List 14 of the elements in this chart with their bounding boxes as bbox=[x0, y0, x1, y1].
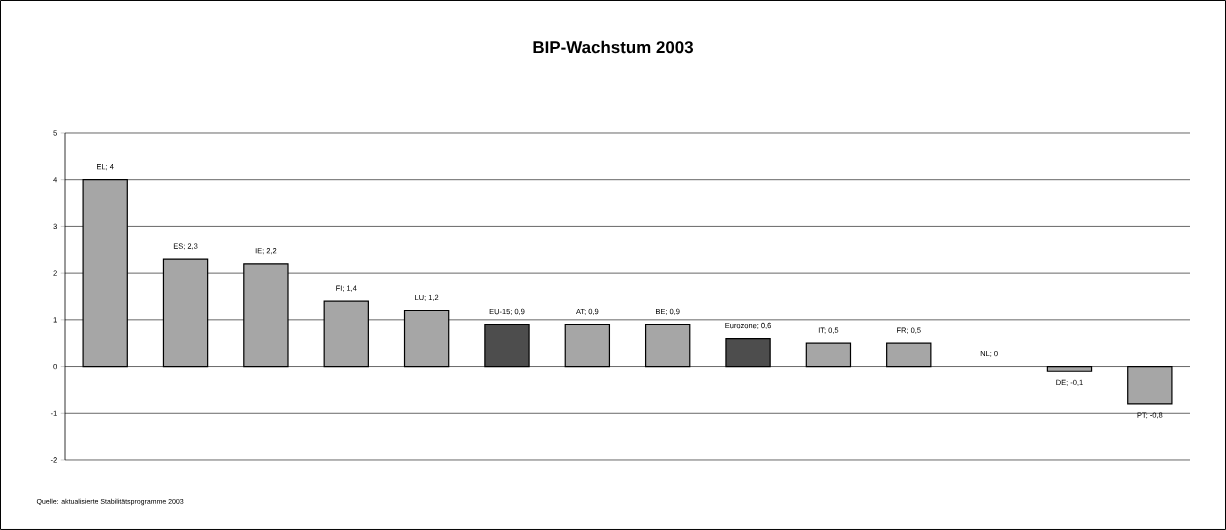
bar bbox=[484, 323, 530, 368]
bar bbox=[886, 342, 932, 368]
bar bbox=[82, 179, 128, 368]
bar bbox=[323, 300, 369, 368]
bar bbox=[725, 337, 771, 368]
bar bbox=[162, 258, 209, 368]
bar bbox=[805, 342, 852, 368]
bar bbox=[243, 263, 289, 368]
bar bbox=[644, 323, 691, 368]
bar bbox=[1046, 365, 1093, 372]
bar bbox=[403, 309, 450, 368]
bar bbox=[564, 323, 611, 368]
chart-title: BIP-Wachstum 2003 bbox=[533, 40, 694, 54]
bar bbox=[1127, 365, 1173, 405]
